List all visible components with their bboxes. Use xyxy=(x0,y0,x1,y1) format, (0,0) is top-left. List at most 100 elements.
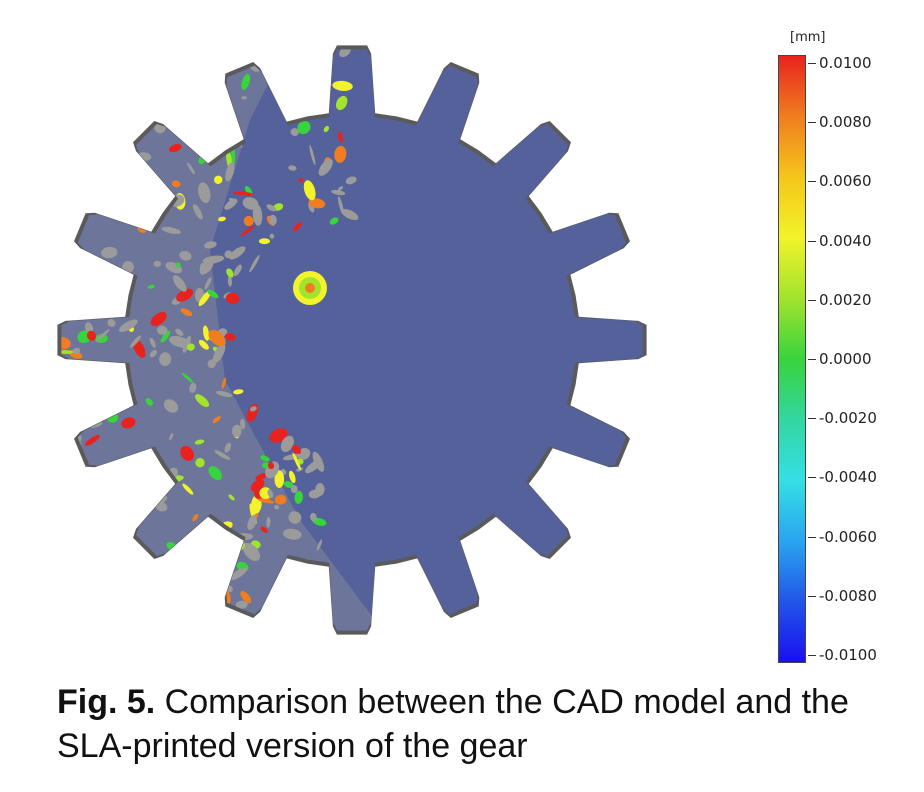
deviation-patch xyxy=(222,547,234,569)
deviation-patch xyxy=(260,526,268,533)
deviation-patch xyxy=(150,312,167,326)
deviation-patch xyxy=(170,112,181,120)
deviation-patch xyxy=(198,290,212,307)
deviation-patch xyxy=(212,416,221,424)
deviation-patch xyxy=(339,49,351,58)
deviation-patch xyxy=(169,432,174,441)
deviation-patch xyxy=(227,275,232,287)
deviation-patch xyxy=(101,246,118,259)
deviation-patch xyxy=(180,308,193,317)
deviation-patch xyxy=(207,119,216,128)
deviation-patch xyxy=(243,215,254,227)
colorbar-tick-label: -0.0040 xyxy=(819,468,877,487)
deviation-patch xyxy=(273,504,280,510)
deviation-patch xyxy=(72,347,81,354)
deviation-patch xyxy=(216,391,233,397)
deviation-patch xyxy=(276,82,283,90)
deviation-patch xyxy=(252,204,263,226)
deviation-patch xyxy=(93,288,107,301)
deviation-patch xyxy=(101,377,109,389)
deviation-patch xyxy=(122,194,138,205)
deviation-patch xyxy=(67,296,75,317)
deviation-patch xyxy=(119,143,133,151)
deviation-patch xyxy=(224,198,238,210)
deviation-patch xyxy=(169,335,190,348)
deviation-patch xyxy=(318,158,333,176)
deviation-patch xyxy=(308,198,326,209)
deviation-patch xyxy=(329,217,339,225)
deviation-patch xyxy=(187,162,195,175)
deviation-patch xyxy=(204,277,212,290)
deviation-patch xyxy=(209,531,218,542)
deviation-patch xyxy=(90,421,103,428)
deviation-patch xyxy=(73,398,91,409)
deviation-patch xyxy=(203,574,223,584)
deviation-patch xyxy=(292,590,304,602)
colorbar-tick xyxy=(808,359,816,360)
deviation-patch xyxy=(295,74,313,83)
deviation-patch xyxy=(334,145,347,163)
deviation-patch xyxy=(241,96,247,100)
deviation-patch xyxy=(292,49,299,57)
deviation-patch xyxy=(202,255,225,264)
deviation-patch xyxy=(292,452,301,471)
deviation-patch xyxy=(290,128,299,137)
deviation-patch xyxy=(292,222,303,232)
deviation-patch xyxy=(95,195,103,204)
figure-caption: Fig. 5. Comparison between the CAD model… xyxy=(57,680,917,768)
deviation-patch xyxy=(288,511,302,524)
deviation-patch xyxy=(176,288,194,302)
deviation-patch xyxy=(228,494,235,501)
deviation-patch xyxy=(298,178,304,183)
deviation-patch xyxy=(278,51,287,61)
deviation-patch xyxy=(202,325,210,341)
deviation-patch xyxy=(241,73,251,90)
colorbar-tick xyxy=(808,63,816,64)
deviation-patch xyxy=(84,435,100,446)
deviation-patch xyxy=(309,512,317,522)
deviation-patch xyxy=(147,284,155,289)
colorbar-unit-label: [mm] xyxy=(790,30,826,45)
colorbar-tick-label: 0.0000 xyxy=(819,350,872,368)
deviation-patch xyxy=(149,337,156,348)
colorbar-tick-label: 0.0060 xyxy=(819,172,872,191)
deviation-patch xyxy=(262,462,270,469)
deviation-patch xyxy=(198,141,207,152)
colorbar-tick xyxy=(808,418,816,420)
colorbar xyxy=(778,55,806,663)
deviation-patch xyxy=(316,539,323,551)
deviation-patch xyxy=(112,188,122,200)
deviation-patch xyxy=(229,246,246,260)
deviation-patch xyxy=(159,352,172,366)
deviation-patch xyxy=(288,470,296,484)
deviation-patch xyxy=(204,241,217,249)
deviation-patch xyxy=(233,264,242,277)
deviation-patch xyxy=(337,186,344,191)
deviation-patch xyxy=(231,424,242,438)
colorbar-tick xyxy=(808,536,816,538)
deviation-patch xyxy=(132,339,146,358)
deviation-patch xyxy=(179,250,192,261)
deviation-patch xyxy=(257,498,275,504)
deviation-patch xyxy=(225,162,235,182)
deviation-patch xyxy=(282,453,302,461)
colorbar-tick xyxy=(808,240,816,242)
deviation-patch xyxy=(76,256,83,262)
deviation-patch xyxy=(266,516,271,528)
deviation-patch xyxy=(175,328,184,336)
deviation-patch xyxy=(221,546,226,566)
deviation-patch xyxy=(187,561,199,569)
deviation-patch xyxy=(323,62,331,73)
deviation-patch xyxy=(280,435,294,453)
deviation-patch xyxy=(291,445,302,455)
deviation-patch xyxy=(144,185,152,206)
colorbar-tick xyxy=(808,595,816,597)
deviation-patch xyxy=(309,145,316,166)
deviation-patch xyxy=(192,204,203,220)
deviation-patch xyxy=(208,329,226,347)
deviation-patch xyxy=(290,485,298,494)
deviation-patch xyxy=(186,133,193,141)
deviation-patch xyxy=(337,131,344,143)
deviation-patch xyxy=(217,559,229,571)
deviation-patch xyxy=(249,254,260,273)
